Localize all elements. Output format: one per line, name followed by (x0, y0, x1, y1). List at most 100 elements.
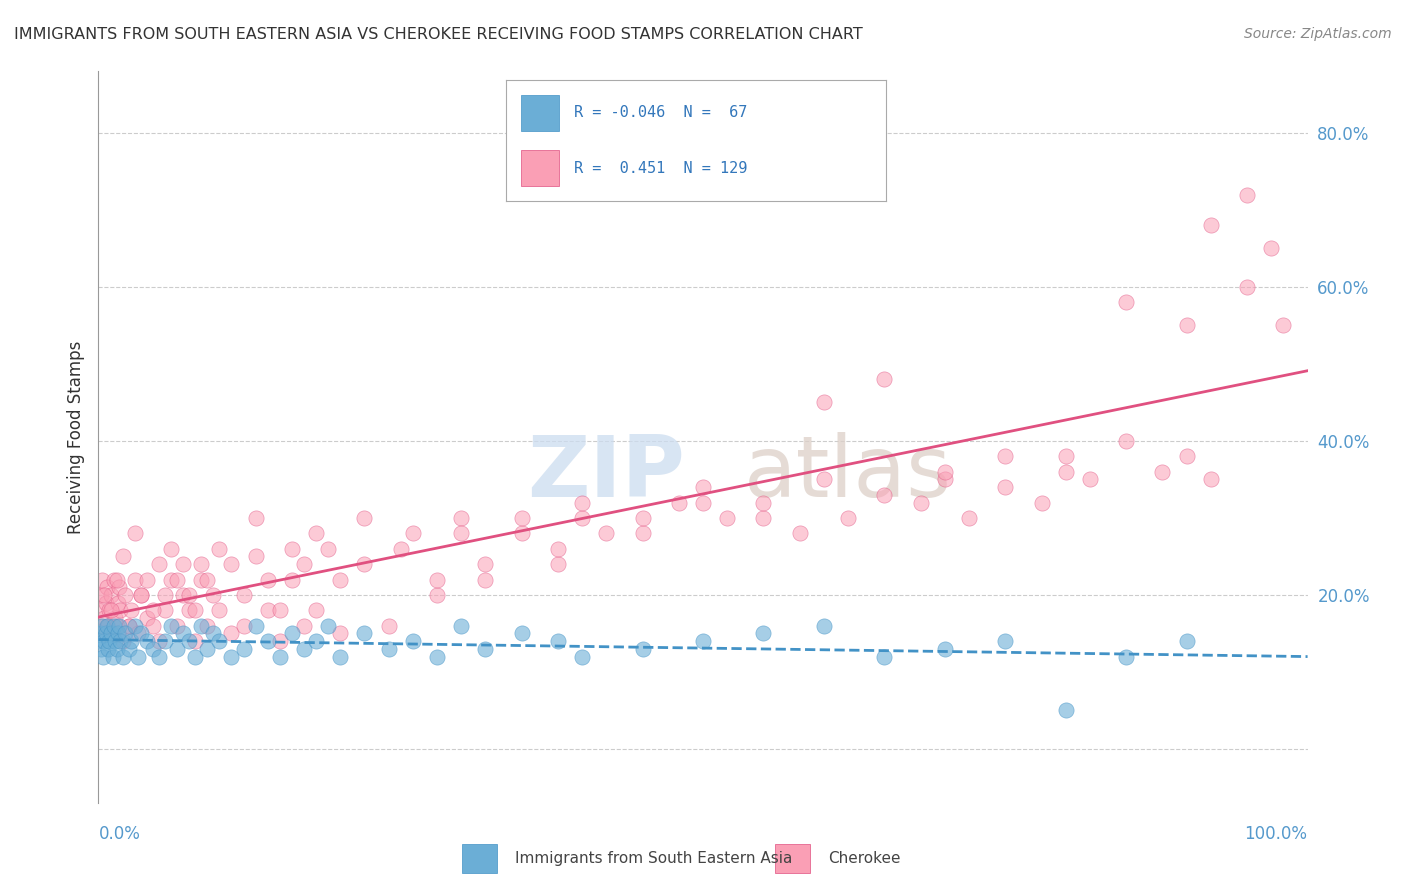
Point (87, 603, 110, 617)
Point (108, 580, 131, 594)
Point (190, 557, 212, 571)
Text: Cherokee: Cherokee (828, 851, 900, 866)
Point (631, 641, 654, 656)
Point (91, 626, 114, 640)
Point (377, 618, 399, 632)
Point (107, 596, 129, 610)
Point (873, 649, 896, 664)
Point (232, 618, 254, 632)
Point (1054, 450, 1077, 464)
Y-axis label: Receiving Food Stamps: Receiving Food Stamps (66, 341, 84, 533)
Text: Source: ZipAtlas.com: Source: ZipAtlas.com (1244, 27, 1392, 41)
Point (305, 526, 328, 541)
Text: IMMIGRANTS FROM SOUTH EASTERN ASIA VS CHEROKEE RECEIVING FOOD STAMPS CORRELATION: IMMIGRANTS FROM SOUTH EASTERN ASIA VS CH… (14, 27, 863, 42)
Point (994, 634, 1017, 648)
Point (1175, 634, 1198, 648)
Point (571, 511, 593, 525)
Point (1115, 649, 1137, 664)
Point (221, 557, 243, 571)
Point (245, 618, 267, 632)
Point (105, 573, 128, 587)
Point (281, 573, 304, 587)
Point (571, 649, 593, 664)
Point (184, 649, 207, 664)
Point (329, 626, 352, 640)
Point (934, 465, 956, 479)
Point (184, 634, 207, 648)
Point (160, 541, 183, 556)
Point (97, 618, 120, 632)
Point (474, 641, 496, 656)
Point (91, 573, 114, 587)
Point (752, 495, 775, 509)
Point (510, 526, 533, 541)
Point (118, 618, 141, 632)
Point (89, 618, 111, 632)
Point (120, 603, 142, 617)
Point (179, 634, 201, 648)
Point (118, 641, 141, 656)
Point (100, 588, 122, 602)
Point (281, 626, 304, 640)
Point (90, 588, 112, 602)
Point (789, 526, 811, 541)
Point (353, 626, 375, 640)
Point (752, 511, 775, 525)
Point (98, 634, 121, 648)
Point (426, 649, 449, 664)
Point (96, 580, 118, 594)
Point (813, 395, 835, 409)
Point (111, 634, 134, 648)
Point (104, 634, 127, 648)
Point (114, 588, 136, 602)
Point (114, 626, 136, 640)
Point (305, 603, 328, 617)
Point (153, 588, 176, 602)
Point (1272, 318, 1295, 333)
Point (873, 488, 896, 502)
Point (269, 649, 291, 664)
Point (1260, 242, 1282, 256)
Point (426, 573, 449, 587)
Point (1199, 219, 1222, 233)
Point (353, 511, 375, 525)
Point (245, 511, 267, 525)
Point (837, 511, 859, 525)
Point (89, 626, 111, 640)
Point (1031, 495, 1053, 509)
Point (142, 603, 165, 617)
Point (377, 641, 399, 656)
Point (631, 511, 654, 525)
Bar (775, 844, 810, 873)
Point (305, 634, 328, 648)
Point (166, 641, 188, 656)
Point (103, 618, 125, 632)
Point (104, 611, 127, 625)
Text: 0.0%: 0.0% (98, 825, 141, 843)
Point (813, 472, 835, 486)
Point (716, 511, 738, 525)
Point (208, 541, 231, 556)
Point (910, 495, 932, 509)
Point (190, 618, 212, 632)
Point (450, 526, 472, 541)
Point (813, 618, 835, 632)
Point (153, 603, 176, 617)
Point (135, 634, 157, 648)
Point (160, 573, 183, 587)
Point (91, 649, 114, 664)
Point (120, 634, 142, 648)
Point (179, 603, 201, 617)
Point (111, 549, 134, 564)
Point (195, 641, 218, 656)
Point (127, 626, 149, 640)
Bar (522, 150, 560, 186)
Point (450, 511, 472, 525)
Point (547, 634, 569, 648)
Point (474, 557, 496, 571)
Point (281, 541, 304, 556)
Point (107, 626, 129, 640)
Text: 100.0%: 100.0% (1244, 825, 1308, 843)
Point (118, 618, 141, 632)
Point (91, 618, 114, 632)
